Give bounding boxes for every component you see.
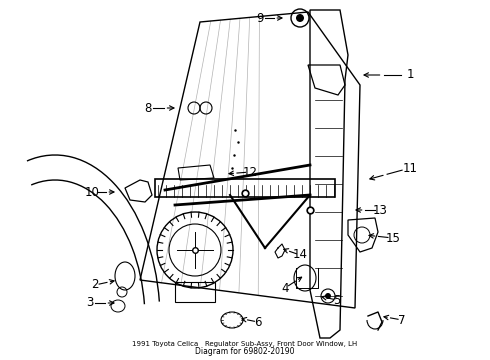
Text: 2: 2 <box>91 279 99 292</box>
Circle shape <box>325 293 331 299</box>
Text: 1991 Toyota Celica   Regulator Sub-Assy, Front Door Window, LH: 1991 Toyota Celica Regulator Sub-Assy, F… <box>132 341 358 347</box>
Text: 3: 3 <box>86 297 94 310</box>
Text: 12: 12 <box>243 166 258 179</box>
Text: 15: 15 <box>386 231 400 244</box>
Circle shape <box>296 14 304 22</box>
Text: 13: 13 <box>372 203 388 216</box>
Text: 7: 7 <box>398 314 406 327</box>
Text: 5: 5 <box>333 293 341 306</box>
Text: 6: 6 <box>254 315 262 328</box>
Text: 11: 11 <box>402 162 417 175</box>
Text: 4: 4 <box>281 282 289 294</box>
Text: 10: 10 <box>85 185 99 198</box>
Text: 9: 9 <box>256 12 264 24</box>
Text: 14: 14 <box>293 248 308 261</box>
Text: Diagram for 69802-20190: Diagram for 69802-20190 <box>195 347 295 356</box>
Text: 1: 1 <box>406 68 414 81</box>
Text: 8: 8 <box>145 102 152 114</box>
